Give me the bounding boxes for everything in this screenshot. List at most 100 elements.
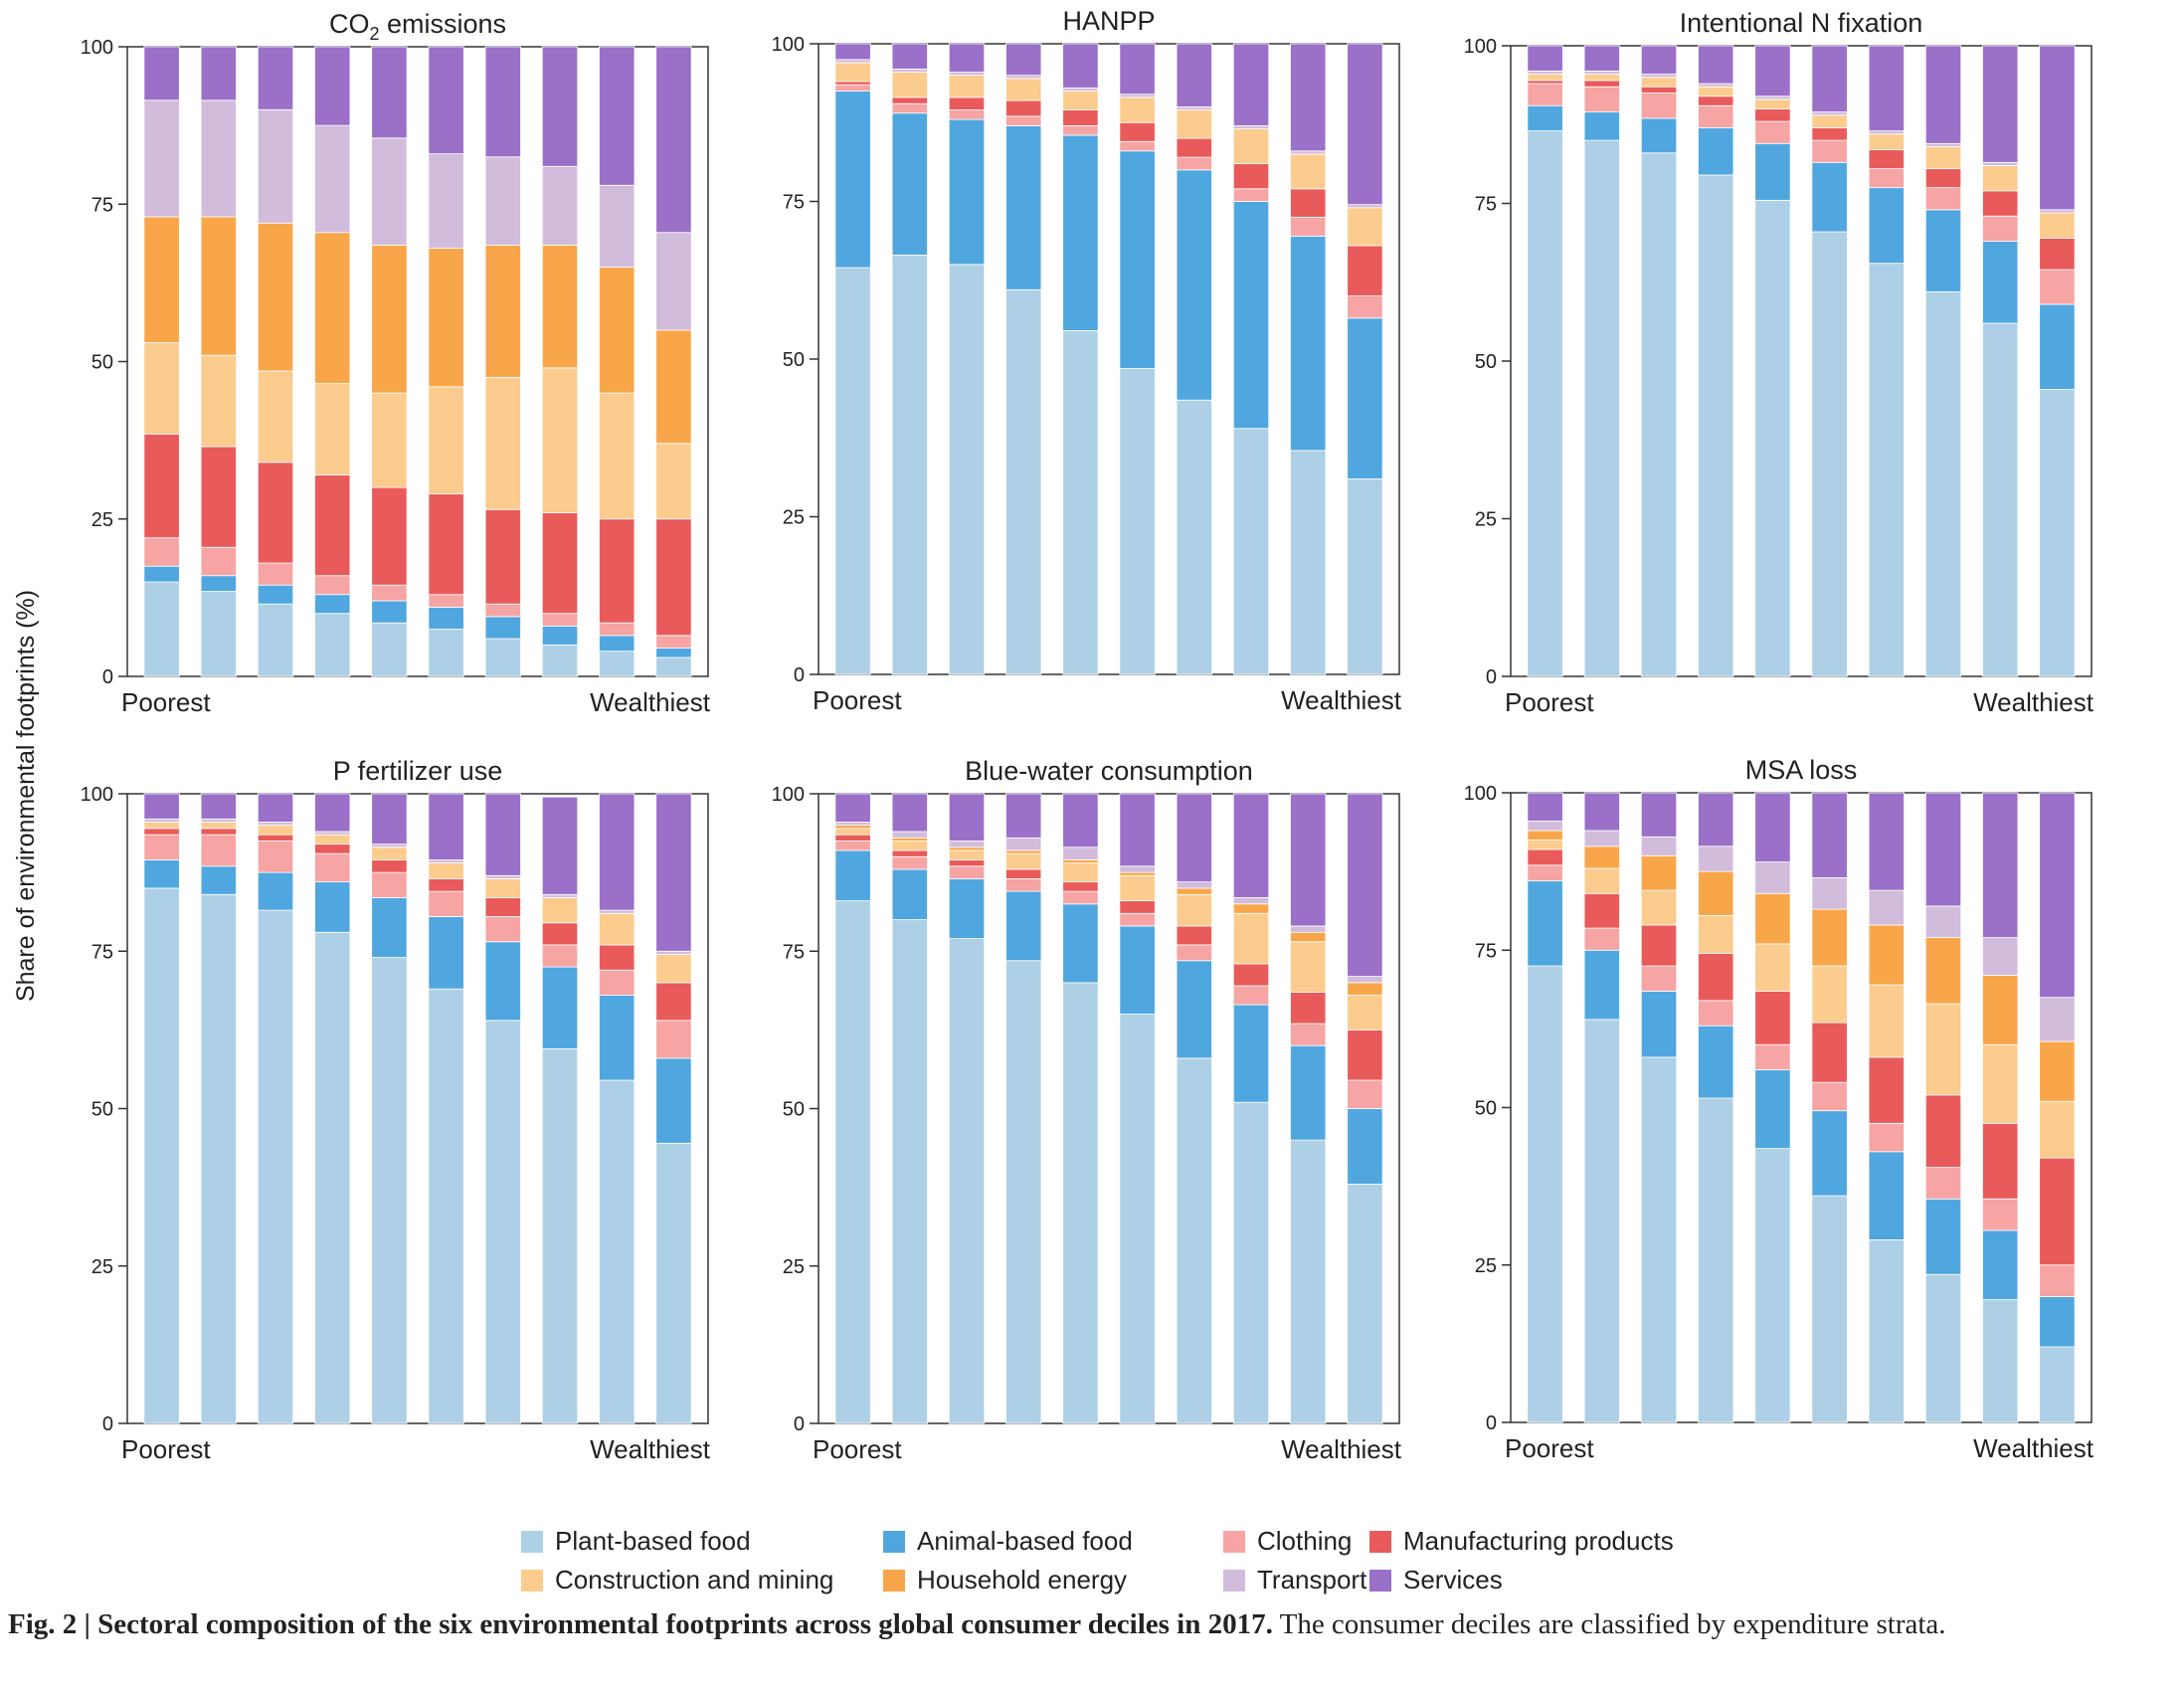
bar-segment xyxy=(1119,793,1156,867)
bar-segment xyxy=(1062,846,1099,860)
bar-segment xyxy=(200,546,237,577)
bar-segment xyxy=(655,954,692,984)
bar-segment xyxy=(599,995,636,1081)
bar-segment xyxy=(1754,95,1791,100)
bar-segment xyxy=(1176,169,1212,401)
bar-segment xyxy=(1754,1043,1791,1070)
legend-swatch xyxy=(521,1570,543,1592)
bar-segment xyxy=(655,1020,692,1059)
bar-segment xyxy=(257,562,294,586)
bar-segment xyxy=(891,868,928,921)
legend-label: Services xyxy=(1403,1565,1503,1595)
bar-segment xyxy=(1062,881,1099,892)
bar-segment xyxy=(2039,389,2076,677)
bar-segment xyxy=(1119,874,1156,902)
bar-segment xyxy=(1982,1198,2019,1231)
x-label-poorest: Poorest xyxy=(1505,687,1594,717)
bar-segment xyxy=(599,651,636,677)
bar-segment xyxy=(1640,77,1678,88)
bar-segment xyxy=(1290,235,1327,452)
bar-segment xyxy=(1583,80,1620,88)
bar-segment xyxy=(834,62,871,83)
bar-segment xyxy=(484,878,521,898)
bar-segment xyxy=(371,46,408,139)
bar-segment xyxy=(1290,1023,1327,1046)
bar-segment xyxy=(1982,190,2019,217)
bar-segment xyxy=(1527,80,1563,85)
bar-segment xyxy=(1290,925,1327,933)
bar-segment xyxy=(948,849,986,860)
x-label-poorest: Poorest xyxy=(121,687,211,717)
bar-segment xyxy=(541,512,579,615)
bar-segment xyxy=(1290,153,1327,190)
bar-segment xyxy=(1062,859,1099,864)
bar-segment xyxy=(2039,792,2076,999)
bar-segment xyxy=(1527,70,1563,75)
bar-segment xyxy=(891,855,928,870)
bar-segment xyxy=(1347,207,1383,247)
bar-segment xyxy=(1640,1056,1678,1423)
y-tick-label: 75 xyxy=(1475,194,1497,216)
bar-segment xyxy=(1698,845,1734,872)
y-tick-label: 50 xyxy=(91,352,113,374)
bar-segment xyxy=(314,931,351,1424)
bar-segment xyxy=(1868,133,1905,151)
y-tick-label: 75 xyxy=(1475,940,1497,962)
legend-swatch xyxy=(1369,1570,1391,1592)
bar-segment xyxy=(834,793,871,823)
bar-segment xyxy=(257,108,294,224)
bar-segment xyxy=(200,216,237,356)
bar-segment xyxy=(200,354,237,448)
bar-segment xyxy=(143,537,180,567)
bar-segment xyxy=(1176,925,1212,946)
bar-segment xyxy=(1290,216,1327,237)
bar-segment xyxy=(1583,45,1620,72)
bar-segment xyxy=(1290,450,1327,675)
bar-segment xyxy=(1811,1110,1848,1197)
bar-segment xyxy=(257,222,294,372)
bar-segment xyxy=(2039,269,2076,305)
bar-segment xyxy=(891,837,928,842)
bar-segment xyxy=(655,982,692,1022)
legend-swatch xyxy=(1223,1570,1245,1592)
bar-segment xyxy=(1811,908,1848,967)
bar-segment xyxy=(1005,837,1042,851)
bar-segment xyxy=(1811,127,1848,141)
bar-segment xyxy=(1347,1079,1383,1109)
y-tick-label: 25 xyxy=(783,1256,805,1278)
legend-item: Plant-based food xyxy=(521,1526,751,1556)
bar-segment xyxy=(599,622,636,637)
bar-segment xyxy=(1005,43,1042,77)
bar-segment xyxy=(1640,86,1678,94)
bar-segment xyxy=(1698,174,1734,677)
bar-segment xyxy=(257,584,294,605)
bar-segment xyxy=(1982,975,2019,1045)
bar-segment xyxy=(200,591,237,677)
legend-item: Transport xyxy=(1223,1565,1367,1595)
bar-segment xyxy=(314,844,351,854)
bar-segment xyxy=(655,232,692,331)
bar-segment xyxy=(1583,111,1620,141)
bar-segment xyxy=(1176,137,1212,158)
bar-segment xyxy=(1062,862,1099,883)
bar-segment xyxy=(428,793,464,860)
legend-label: Clothing xyxy=(1257,1526,1352,1556)
bar-segment xyxy=(314,124,351,234)
bar-segment xyxy=(1754,943,1791,992)
bar-segment xyxy=(484,508,521,605)
bar-segment xyxy=(891,112,928,256)
legend-swatch xyxy=(521,1531,543,1553)
bar-segment xyxy=(200,828,237,836)
chart-title: Intentional N fixation xyxy=(1680,8,1923,38)
bar-segment xyxy=(1754,108,1791,122)
bar-segment xyxy=(1527,130,1563,677)
bar-segment xyxy=(599,909,636,914)
bar-segment xyxy=(1811,231,1848,677)
bar-segment xyxy=(1232,985,1270,1006)
bar-segment xyxy=(200,575,237,592)
chart-title: CO2 emissions xyxy=(329,9,506,44)
bar-segment xyxy=(1924,1003,1962,1096)
bar-segment xyxy=(143,216,180,343)
bar-segment xyxy=(1005,960,1042,1424)
bar-segment xyxy=(314,232,351,385)
